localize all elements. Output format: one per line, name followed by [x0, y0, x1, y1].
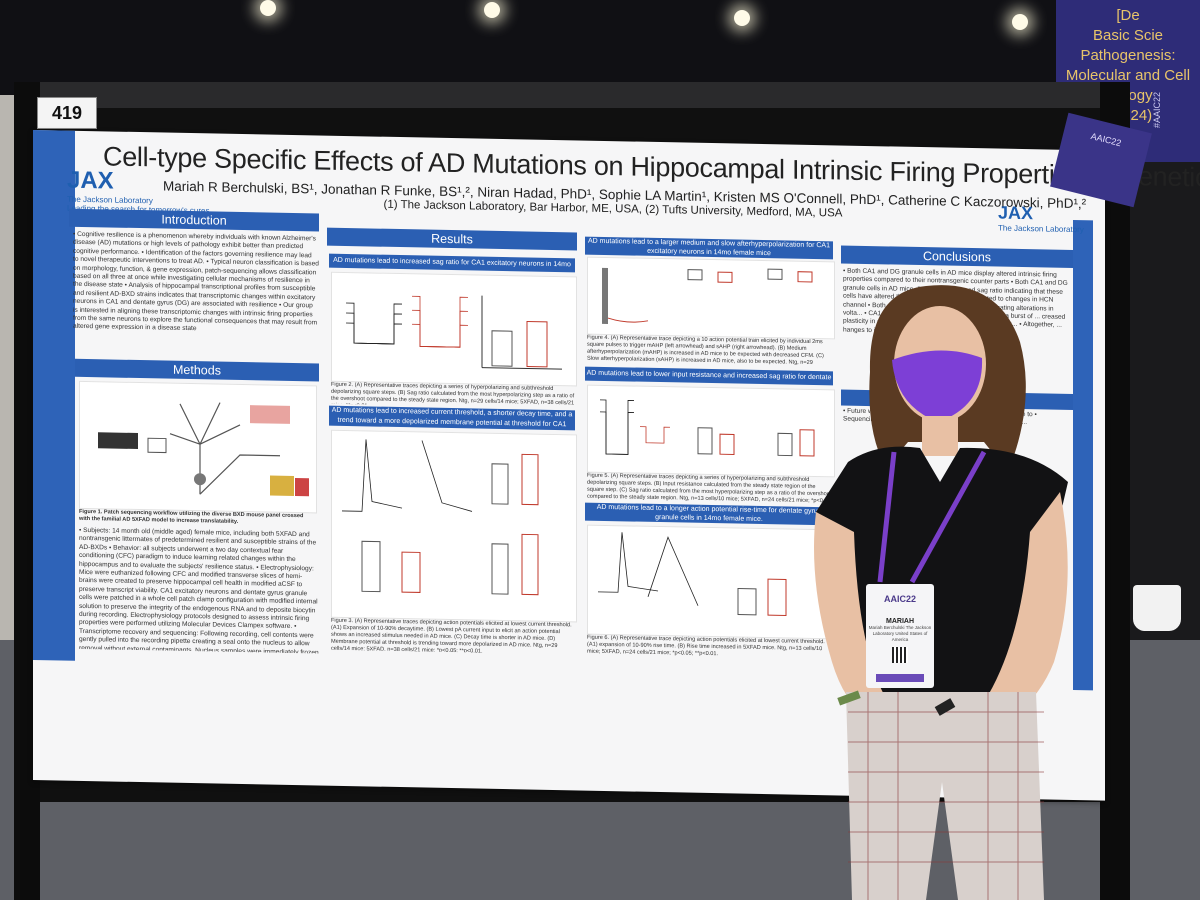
- results-subheader-2: AD mutations lead to increased current t…: [329, 405, 575, 431]
- results-subheader-4: AD mutations lead to lower input resista…: [585, 366, 833, 386]
- figure5-plot: [600, 399, 815, 457]
- board-post-right: [1100, 82, 1130, 900]
- banner-line: Pathogenesis:: [1080, 47, 1176, 64]
- research-poster: JAX The Jackson Laboratory Leading the s…: [33, 130, 1200, 801]
- conclusions-header: Conclusions: [841, 245, 1073, 268]
- qr-code: [892, 647, 908, 663]
- badge-name: MARIAH: [886, 618, 914, 625]
- paper-cup: [1133, 585, 1181, 631]
- banner-hashtag: #AAIC22: [1152, 91, 1162, 128]
- figure6: [587, 524, 835, 640]
- figure3-plot: [342, 439, 539, 596]
- presenter-person: [814, 285, 1068, 900]
- badge-color-bar: [876, 674, 924, 682]
- figure2: [331, 271, 577, 387]
- neuron-diagram: [98, 402, 309, 497]
- figure3: [331, 429, 577, 623]
- jax-logo-name: The Jackson Laboratory: [998, 223, 1084, 235]
- figure3-caption: Figure 3. (A) Representative traces depi…: [331, 617, 572, 655]
- figure2-plot: [346, 295, 562, 370]
- ceiling-light: [734, 10, 750, 26]
- figure5: [587, 384, 835, 478]
- figure2-caption: Figure 2. (A) Representative traces depi…: [331, 381, 575, 409]
- banner-line: [De: [1116, 7, 1140, 24]
- methods-figure: [79, 380, 317, 514]
- ceiling-light: [484, 2, 500, 18]
- lanyard: [877, 450, 987, 584]
- figure6-plot: [598, 532, 787, 616]
- figure4: [587, 256, 835, 340]
- badge-event: AAIC22: [883, 594, 916, 604]
- figure4-caption: Figure 4. (A) Representative trace depic…: [587, 334, 824, 368]
- ceiling-light: [260, 0, 276, 16]
- figure1-caption: Figure 1. Patch sequencing workflow util…: [79, 508, 304, 525]
- poster-board-frame: [20, 82, 1128, 108]
- results-header: Results: [327, 227, 577, 251]
- introduction-text: • Cognitive resilience is a phenomenon w…: [73, 230, 319, 333]
- figure4-plot: [602, 267, 813, 325]
- name-badge: AAIC22 MARIAH Mariah Berchulski The Jack…: [866, 584, 934, 688]
- methods-text: • Subjects: 14 month old (middle aged) f…: [79, 526, 319, 654]
- results-subheader-3: AD mutations lead to a larger medium and…: [585, 236, 833, 260]
- banner-line: Basic Scie: [1092, 27, 1164, 44]
- badge-detail: Mariah Berchulski The Jackson Laboratory…: [868, 625, 932, 642]
- ceiling: [0, 0, 1200, 95]
- face-mask: [892, 350, 983, 422]
- banner-line: Molecular and Cell: [1065, 67, 1191, 84]
- ceiling-light: [1012, 14, 1028, 30]
- introduction-header: Introduction: [69, 208, 319, 232]
- results-subheader-1: AD mutations lead to increased sag ratio…: [329, 253, 575, 273]
- figure5-caption: Figure 5. (A) Representative traces depi…: [587, 472, 833, 506]
- figure6-caption: Figure 6. (A) Representative trace depic…: [587, 634, 825, 658]
- booth-number: 419: [37, 97, 97, 129]
- results-subheader-5: AD mutations lead to a longer action pot…: [585, 502, 833, 526]
- methods-header: Methods: [75, 358, 319, 382]
